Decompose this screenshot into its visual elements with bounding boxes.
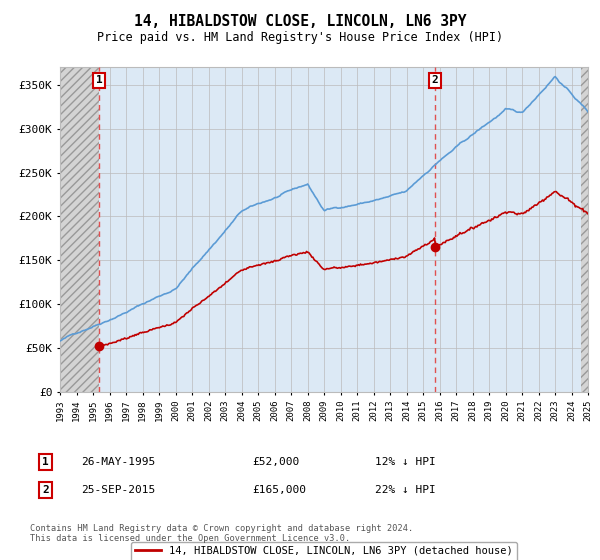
Text: 2: 2 <box>42 485 49 495</box>
Text: 12% ↓ HPI: 12% ↓ HPI <box>375 457 436 467</box>
Bar <box>60 67 99 392</box>
Text: 2: 2 <box>431 76 438 85</box>
Text: Price paid vs. HM Land Registry's House Price Index (HPI): Price paid vs. HM Land Registry's House … <box>97 31 503 44</box>
Text: 14, HIBALDSTOW CLOSE, LINCOLN, LN6 3PY: 14, HIBALDSTOW CLOSE, LINCOLN, LN6 3PY <box>134 14 466 29</box>
Text: 25-SEP-2015: 25-SEP-2015 <box>81 485 155 495</box>
Text: £52,000: £52,000 <box>252 457 299 467</box>
Text: 26-MAY-1995: 26-MAY-1995 <box>81 457 155 467</box>
Text: £165,000: £165,000 <box>252 485 306 495</box>
Text: 1: 1 <box>42 457 49 467</box>
Bar <box>581 67 588 392</box>
Legend: 14, HIBALDSTOW CLOSE, LINCOLN, LN6 3PY (detached house), HPI: Average price, det: 14, HIBALDSTOW CLOSE, LINCOLN, LN6 3PY (… <box>131 542 517 560</box>
Text: 22% ↓ HPI: 22% ↓ HPI <box>375 485 436 495</box>
Text: 1: 1 <box>96 76 103 85</box>
Text: Contains HM Land Registry data © Crown copyright and database right 2024.
This d: Contains HM Land Registry data © Crown c… <box>30 524 413 543</box>
